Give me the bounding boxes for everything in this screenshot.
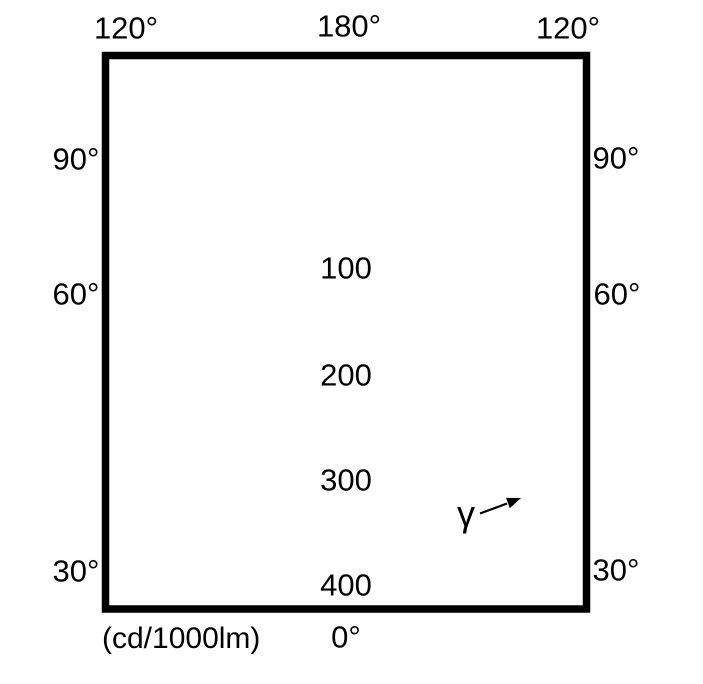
angle-label-left-90: 90° xyxy=(52,141,100,177)
gamma-arrow-icon xyxy=(479,497,521,515)
angle-label-right-30: 30° xyxy=(592,552,640,588)
angle-label-top-right-120: 120° xyxy=(535,10,601,46)
angle-label-bottom-0: 0° xyxy=(331,619,361,655)
angle-label-right-90: 90° xyxy=(592,140,640,176)
ring-label-200: 200 xyxy=(314,357,378,393)
ring-label-100: 100 xyxy=(314,250,378,286)
angle-label-right-60: 60° xyxy=(593,276,641,312)
ring-label-400: 400 xyxy=(314,567,378,603)
ring-label-300: 300 xyxy=(314,462,378,498)
units-label: (cd/1000lm) xyxy=(102,622,261,655)
chart-frame xyxy=(101,51,591,613)
gamma-symbol-label: γ xyxy=(457,493,475,534)
angle-label-left-60: 60° xyxy=(52,276,100,312)
angle-label-top-center-180: 180° xyxy=(316,8,382,44)
angle-label-left-30: 30° xyxy=(52,553,100,589)
angle-label-top-left-120: 120° xyxy=(93,10,159,46)
